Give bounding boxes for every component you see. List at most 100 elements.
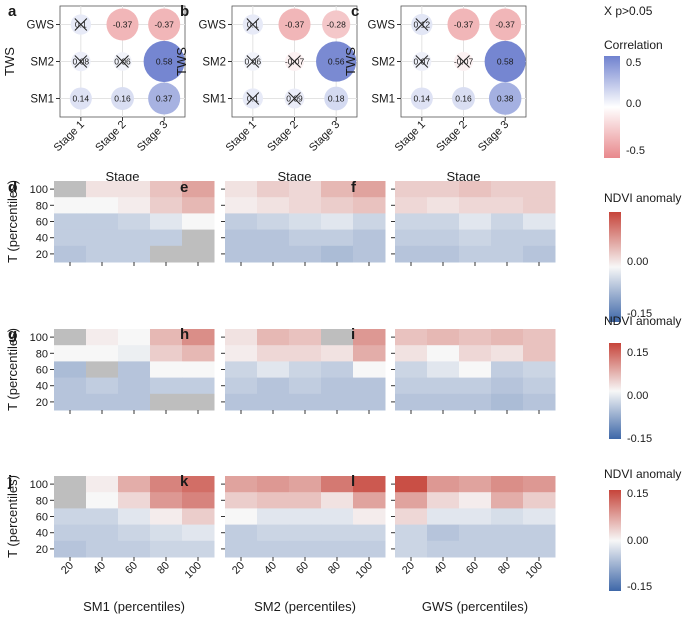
heatmap-cell [86,508,119,526]
x-tick-label: 40 [262,560,279,577]
ndvi-legend-tick: 0.15 [627,488,648,500]
heatmap-cell [150,508,183,526]
correlation-legend-title: Correlation [604,38,663,52]
correlation-bubble [111,87,134,110]
heatmap-cell [289,197,322,214]
y-tick-label: SM2 [371,57,395,69]
heatmap-cell [427,524,460,542]
correlation-legend-tick: 0.0 [626,98,641,110]
heatmap-cell [523,524,556,542]
y-tick-label: 60 [36,365,48,377]
bubble-label: -0.37 [495,20,515,30]
heatmap-cell [353,524,386,542]
heatmap-cell [289,361,322,379]
heatmap-cell [321,361,354,379]
heatmap-cell [321,492,354,509]
x-tick-label: Stage 3 [307,119,342,154]
panel-i: i [351,326,556,414]
x-tick-label: 80 [155,560,172,577]
heatmap-cell [321,345,354,362]
x-axis-label: Stage [106,169,140,184]
bubble-label: -0.37 [285,20,305,30]
heatmap-cell [225,181,258,198]
heatmap-cell [54,361,87,379]
heatmap-cell [459,377,492,395]
heatmap-cell [523,508,556,526]
heatmap-cell [427,345,460,362]
heatmap-cell [182,540,215,558]
ndvi-legend-row3: NDVI anomaly 0.15 0.00 -0.15 [604,467,681,593]
heatmap-cell [289,377,322,395]
heatmap-cell [459,540,492,558]
y-tick-label: 80 [36,200,48,212]
y-axis-label: TWS [2,47,17,76]
heatmap-cell [289,540,322,558]
heatmap-cell [459,245,492,263]
heatmap-cell [182,361,215,379]
heatmap-cell [353,508,386,526]
heatmap-cell [86,345,119,362]
heatmap-cell [491,524,524,542]
heatmap-cell [86,181,119,198]
heatmap-cell [523,181,556,198]
heatmap-cell [321,377,354,395]
y-tick-label: 20 [36,544,48,556]
heatmap-cell [257,393,290,411]
nonsignificant-cross [246,18,260,31]
y-axis-label: T (percentiles) [5,180,20,263]
panel-letter: k [180,473,189,490]
heatmap-cell [321,476,354,493]
heatmap-cell [321,245,354,263]
heatmap-cell [182,377,215,395]
nonsignificant-cross [246,55,260,68]
x-tick-label: 20 [400,560,417,577]
correlation-bubble [489,8,522,41]
correlation-bubble [322,10,351,39]
bubble-label: -0.37 [113,20,133,30]
heatmap-cell [353,181,386,198]
heatmap-cell [182,245,215,263]
heatmap-cell [395,524,428,542]
heatmap-cell [225,393,258,411]
heatmap-cell [427,492,460,509]
heatmap-cell [491,345,524,362]
heatmap-cell [257,229,290,247]
heatmap-cell [118,524,151,542]
heatmap-cell [395,197,428,214]
heatmap-cell [395,245,428,263]
heatmap-cell [54,229,87,247]
heatmap-cell [182,393,215,411]
bubble-label: -0.37 [154,20,174,30]
panel-letter: a [8,3,17,20]
heatmap-cell [427,361,460,379]
heatmap-cell [491,393,524,411]
heatmap-cell [459,361,492,379]
ndvi-legend-tick: 0.15 [627,347,648,359]
heatmap-cell [395,213,428,231]
panel-d: d 100 80 60 40 20 T (percentiles) [5,179,215,266]
y-tick-label: 40 [36,528,48,540]
heatmap-cell [321,524,354,542]
heatmap-cell [353,213,386,231]
heatmap-cell [86,492,119,509]
correlation-bubble [106,8,139,41]
heatmap-cell [86,329,119,346]
ndvi-legend-row2: NDVI anomaly 0.15 0.00 -0.15 [604,314,681,445]
bubble-label: 0.56 [328,57,345,67]
heatmap-cell [182,345,215,362]
panel-a: a0.1-0.37-0.37GWS0.080.060.58SM20.140.16… [2,3,186,184]
heatmap-cell [395,361,428,379]
heatmap-cell [523,197,556,214]
heatmap-cell [491,197,524,214]
heatmap-cell [523,361,556,379]
heatmap-cell [225,197,258,214]
y-tick-label: GWS [199,20,227,32]
x-tick-label: 80 [496,560,513,577]
nonsignificant-cross [415,18,429,31]
heatmap-cell [54,492,87,509]
heatmap-cell [150,377,183,395]
heatmap-cell [54,524,87,542]
correlation-bubble [69,87,92,110]
heatmap-cell [427,213,460,231]
heatmap-cell [86,476,119,493]
